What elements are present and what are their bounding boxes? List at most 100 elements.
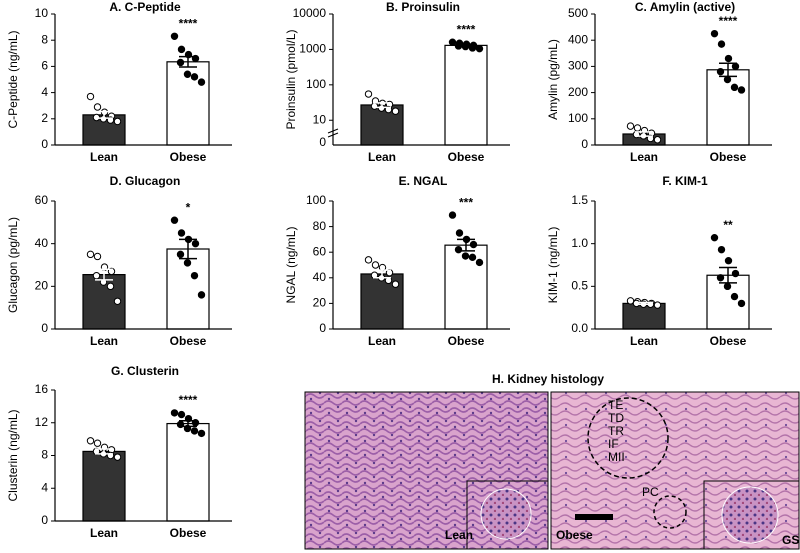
- data-point: [730, 83, 739, 92]
- significance: ****: [457, 22, 476, 36]
- data-point: [177, 229, 186, 237]
- lesion-label: TR: [608, 424, 624, 438]
- data-point: [469, 240, 478, 249]
- y-tick-label: 1.0: [571, 236, 588, 250]
- data-point: [454, 245, 463, 254]
- y-axis-label: Amylin (pg/mL): [546, 39, 560, 120]
- significance: **: [723, 218, 733, 232]
- data-point: [177, 410, 186, 419]
- data-point: [190, 73, 199, 81]
- data-point: [455, 229, 464, 237]
- data-point: [710, 29, 719, 38]
- y-tick-label: 100: [306, 77, 326, 91]
- data-point: [364, 256, 373, 264]
- x-tick-label: Obese: [448, 334, 485, 348]
- data-point: [113, 117, 122, 126]
- data-point: [448, 38, 457, 46]
- histology-panel: H. Kidney histology Lean Obese PC GS: [304, 372, 800, 550]
- data-point: [197, 78, 206, 86]
- data-point: [113, 297, 122, 305]
- data-point: [653, 301, 662, 309]
- data-point: [723, 282, 732, 291]
- data-point: [370, 102, 379, 110]
- data-point: [716, 274, 725, 282]
- x-tick-label: Obese: [170, 334, 207, 348]
- x-tick-label: Lean: [90, 526, 118, 540]
- y-tick-label: 16: [35, 382, 49, 396]
- pc-label: PC: [642, 485, 659, 499]
- bar: [166, 422, 210, 522]
- data-point: [176, 250, 185, 259]
- x-tick-label: Obese: [170, 526, 207, 540]
- data-point: [197, 291, 206, 299]
- y-tick-label: 0.5: [571, 279, 588, 293]
- bar: [82, 450, 126, 522]
- y-tick-label: 80: [313, 219, 327, 233]
- y-tick-label: 40: [313, 270, 327, 284]
- significance: ****: [179, 16, 198, 30]
- obese-label: Obese: [556, 528, 593, 542]
- y-tick-label: 20: [35, 279, 49, 293]
- y-tick-label: 10: [35, 6, 49, 20]
- chart-title: B. Proinsulin: [386, 0, 460, 14]
- data-point: [93, 252, 102, 261]
- lesion-label: MII: [608, 450, 625, 464]
- y-tick-label: 4: [41, 480, 48, 494]
- data-point: [113, 453, 122, 461]
- lesion-label: TE: [608, 398, 623, 412]
- data-point: [717, 245, 726, 254]
- gs-label: GS: [782, 533, 799, 547]
- data-point: [475, 44, 484, 53]
- y-tick-label: 40: [35, 236, 49, 250]
- data-point: [93, 439, 102, 447]
- pc-circle: [653, 495, 687, 529]
- data-point: [653, 136, 662, 144]
- chart-title: D. Glucagon: [110, 174, 181, 188]
- x-tick-label: Obese: [448, 150, 485, 164]
- y-tick-label: 0: [41, 513, 48, 527]
- data-point: [190, 271, 199, 280]
- y-tick-label: 100: [306, 193, 326, 207]
- data-point: [710, 233, 719, 242]
- y-tick-label: 4: [41, 85, 48, 99]
- data-point: [86, 437, 95, 445]
- chart-title: F. KIM-1: [662, 174, 708, 188]
- y-tick-label: 10: [313, 112, 327, 126]
- data-point: [724, 54, 733, 63]
- chart-title: E. NGAL: [399, 174, 448, 188]
- chart-title: C. Amylin (active): [635, 0, 735, 14]
- data-point: [633, 124, 642, 132]
- data-point: [183, 70, 192, 78]
- data-point: [717, 40, 726, 48]
- data-point: [197, 429, 206, 438]
- data-point: [177, 45, 186, 54]
- data-point: [448, 211, 457, 219]
- data-point: [86, 250, 95, 259]
- data-point: [364, 90, 373, 98]
- y-tick-label: 300: [568, 59, 588, 73]
- data-point: [391, 107, 400, 115]
- x-tick-label: Lean: [630, 334, 658, 348]
- data-point: [646, 134, 655, 143]
- y-tick-label: 0: [41, 137, 48, 151]
- glomerulus: [480, 488, 532, 540]
- significance: ***: [459, 195, 473, 209]
- data-point: [176, 58, 185, 67]
- y-axis-label: Glucagon (pg/mL): [6, 217, 20, 313]
- lean-label: Lean: [445, 528, 473, 542]
- y-tick-label: 1000: [299, 42, 326, 56]
- data-point: [106, 282, 115, 291]
- data-point: [93, 103, 102, 111]
- y-axis-label: KIM-1 (ng/mL): [546, 227, 560, 304]
- data-point: [371, 261, 380, 269]
- significance: ****: [719, 14, 738, 28]
- y-tick-label: 0: [319, 321, 326, 335]
- glomerulus: [721, 486, 779, 544]
- bar: [444, 44, 488, 146]
- y-tick-label: 12: [35, 415, 49, 429]
- data-point: [737, 86, 746, 94]
- x-tick-label: Lean: [90, 150, 118, 164]
- data-point: [724, 257, 733, 265]
- x-tick-label: Lean: [368, 334, 396, 348]
